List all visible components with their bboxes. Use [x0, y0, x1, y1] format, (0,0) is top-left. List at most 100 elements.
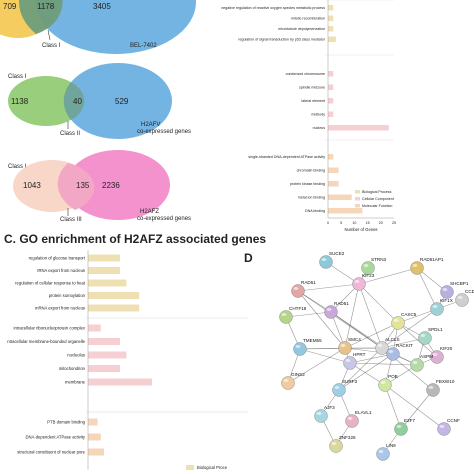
panel-b-legend-swatch: [355, 190, 360, 194]
network-edge: [297, 290, 383, 349]
network-node-shine: [281, 313, 287, 316]
panel-b-x-tick: 0: [327, 221, 329, 225]
network-edge: [384, 384, 445, 430]
panel-c-legend-label: Biological Proce: [197, 465, 228, 470]
network-node: [437, 422, 451, 436]
network-node: [314, 409, 328, 423]
panel-b-bp-label: negative regulation of reactive oxygen s…: [221, 6, 325, 10]
network-node-label: RAD51: [301, 280, 316, 285]
network-node: [293, 342, 307, 356]
network-node: [291, 284, 305, 298]
network-node: [338, 341, 352, 355]
panel-b-cc-label: lateral element: [301, 99, 325, 103]
panel-b-mf-bar: [328, 154, 334, 160]
network-node: [394, 422, 408, 436]
panel-b-bp-bar: [328, 5, 334, 11]
panel-c-cc-bar: [88, 324, 101, 332]
network-edge: [358, 283, 383, 349]
panel-b-cc-label: spindle midzone: [299, 86, 325, 90]
panel-b-bp-label: regulation of signal transduction by p53…: [238, 38, 326, 42]
venn-b-right: 529: [115, 97, 129, 106]
venn-c-left: 1043: [23, 181, 41, 190]
panel-d: D SUCE2 STRN3 RAD51AP1 RAD51 SHCBP1 CCDC18 KIF…: [244, 251, 474, 461]
network-node-label: ALCLS: [385, 337, 400, 342]
network-node-shine: [420, 334, 426, 337]
network-node-label: RAD51: [334, 301, 349, 306]
network-edge: [397, 308, 438, 324]
panel-c-bp-label: regulation of glucose transport: [29, 256, 86, 261]
network-node-shine: [293, 287, 299, 290]
network-node: [279, 310, 293, 324]
network-node-shine: [439, 425, 445, 428]
network-edge: [297, 283, 360, 292]
panel-b-x-tick: 10: [352, 221, 356, 225]
venn-b-coexp-label: co-expressed genes: [137, 129, 191, 135]
network-edge: [381, 308, 438, 349]
panel-b-go-chart: negative regulation of reactive oxygen s…: [221, 0, 396, 232]
network-edge: [344, 283, 360, 349]
panel-c-cc-bar: [88, 351, 127, 359]
panel-b-bp-bar: [328, 36, 336, 42]
network-node-shine: [428, 386, 434, 389]
panel-c: C. GO enrichment of H2AFZ associated gen…: [4, 232, 266, 470]
panel-b-cc-bar: [328, 84, 334, 90]
panel-c-mf-bar: [88, 448, 104, 456]
network-node: [319, 255, 333, 269]
panel-b-cc-bar: [328, 71, 334, 77]
network-edge: [287, 347, 346, 384]
network-node: [391, 316, 405, 330]
panel-b-mf-bar: [328, 194, 352, 200]
network-node: [376, 447, 390, 461]
network-node-shine: [345, 359, 351, 362]
network-edge: [381, 337, 426, 349]
panel-c-bp-label: mRNA export from nucleus: [35, 306, 85, 311]
network-node: [345, 414, 359, 428]
network-node-shine: [283, 379, 289, 382]
network-node-label: RACKIT: [396, 343, 413, 348]
panel-b-mf-bar: [328, 181, 339, 187]
network-node-shine: [432, 353, 438, 356]
panel-b-x-tick: 15: [366, 221, 370, 225]
panel-c-bp-bar: [88, 267, 120, 274]
panel-c-bp-label: regulation of cellular response to heat: [15, 281, 86, 286]
venn-a-left: 709: [3, 2, 17, 11]
network-node-shine: [432, 305, 438, 308]
network-node: [329, 439, 343, 453]
panel-c-cc-label: intracellular ribonucleoprotein complex: [14, 326, 86, 331]
panel-c-bp-bar: [88, 292, 140, 299]
network-node: [426, 383, 440, 397]
panel-b-mf-label: protein kinase binding: [290, 182, 325, 186]
network-node-label: LIN9: [386, 443, 396, 448]
panel-c-mf-bar: [88, 418, 98, 426]
network-node-shine: [340, 344, 346, 347]
panel-c-cc-bar: [88, 365, 120, 372]
panel-c-mf-label: PTB domain binding: [47, 420, 85, 425]
network-edge: [400, 389, 434, 430]
network-node-label: HPRT: [353, 352, 366, 357]
network-node-label: SHCBP1: [450, 281, 469, 286]
network-edge: [349, 362, 418, 366]
panel-b-mf-bar: [328, 208, 363, 214]
panel-b-cc-bar: [328, 125, 389, 131]
network-node-shine: [457, 296, 463, 299]
venn-overlap-b: [63, 82, 85, 120]
network-node: [455, 293, 469, 307]
network-node: [378, 378, 392, 392]
panel-b-legend-label: Biological Process: [362, 190, 392, 194]
panel-b-mf-label: single-stranded DNA-dependent ATPase act…: [248, 155, 325, 159]
venn-a-pointer: [47, 29, 51, 41]
panel-b-cc-bar: [328, 111, 334, 117]
panel-c-bp-bar: [88, 304, 140, 312]
network-node: [386, 347, 400, 361]
venn-circle-h2afz: [66, 150, 170, 220]
panel-b-mf-label: metal ion binding: [298, 196, 325, 200]
network-node-label: CCDC18: [465, 289, 474, 294]
network-edge: [397, 322, 438, 358]
panel-c-cc-label: ntracellular membrane-bounded organelle: [7, 339, 85, 344]
panel-c-mf-label: DNA-dependent ATPase activity: [25, 435, 85, 440]
network-edge: [358, 267, 418, 285]
network-edge: [384, 384, 402, 430]
network-nodes: SUCE2 STRN3 RAD51AP1 RAD51 SHCBP1 CCDC18 KIF23…: [279, 251, 474, 461]
network-node-shine: [377, 344, 383, 347]
network-node-shine: [412, 264, 418, 267]
